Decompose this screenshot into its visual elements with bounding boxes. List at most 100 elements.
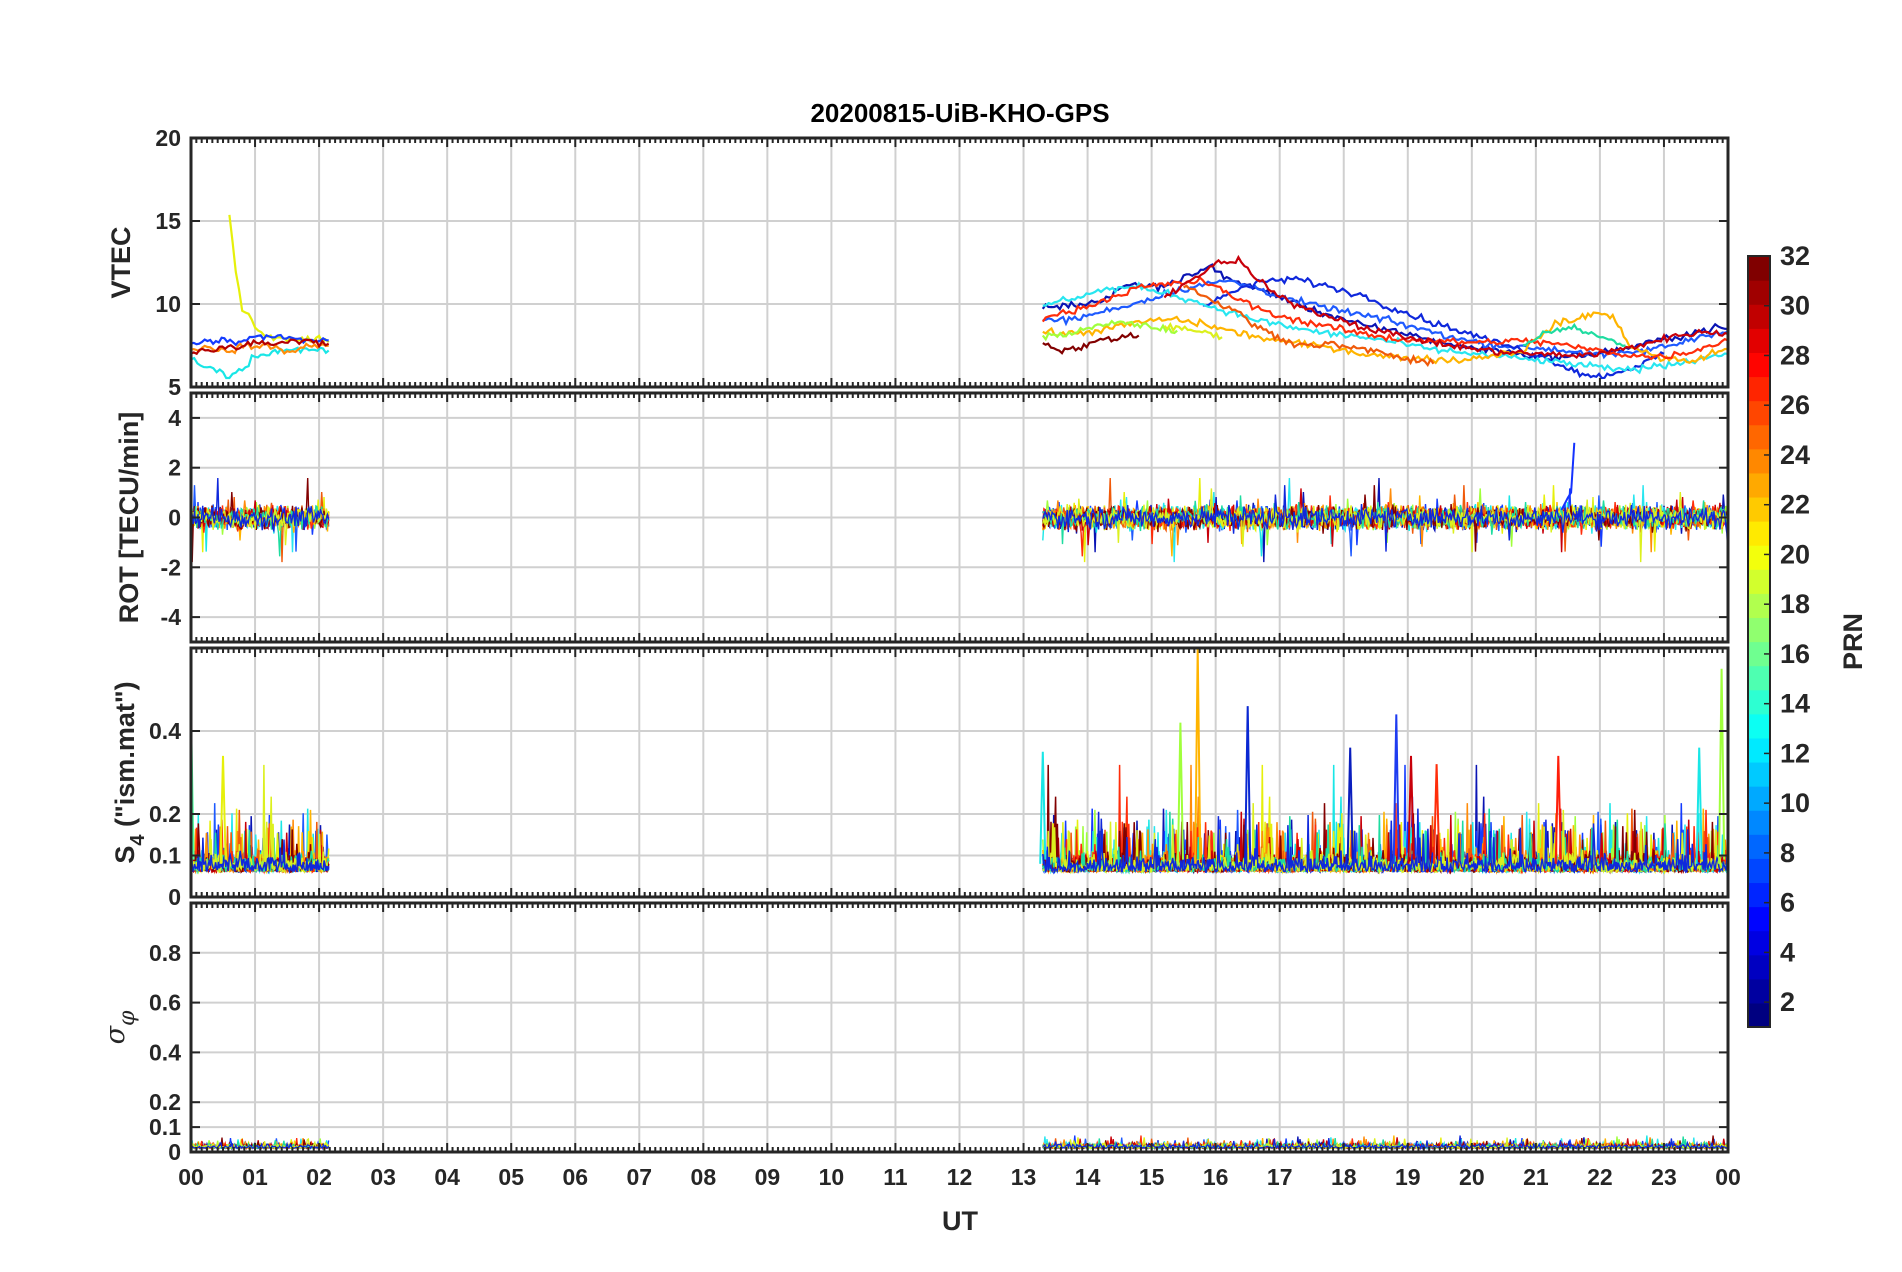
- s4-spike: [1554, 755, 1562, 864]
- colorbar-label: PRN: [1838, 613, 1868, 670]
- colorbar-segment: [1748, 545, 1770, 570]
- plot-area-vtec: [191, 214, 1728, 380]
- y-tick-label: 0.8: [149, 940, 181, 966]
- x-tick-label: 20: [1459, 1164, 1485, 1190]
- vtec-line-prn-30: [1163, 254, 1728, 360]
- colorbar-segment: [1748, 352, 1770, 378]
- colorbar-segment: [1748, 328, 1770, 353]
- colorbar-segment: [1748, 280, 1770, 305]
- y-tick-label: 0.2: [149, 1089, 181, 1115]
- y-tick-label: 0.1: [149, 1114, 181, 1140]
- vtec-line-prn-26: [1183, 284, 1435, 368]
- y-axis-label-rot: ROT [TECU/min]: [114, 412, 144, 623]
- y-tick-label: 0: [168, 884, 181, 910]
- x-tick-label: 04: [434, 1164, 460, 1190]
- plot-area-s4: [191, 648, 1728, 875]
- rot-noise-trace: [1042, 485, 1728, 557]
- vtec-line-prn-28: [1041, 275, 1728, 361]
- colorbar-segment: [1748, 376, 1770, 402]
- panel-rot: -4 -2 0 2 4 ROT [TECU/min]: [114, 391, 1730, 644]
- x-tick-label: 05: [498, 1164, 524, 1190]
- y-tick-label: 5: [168, 374, 181, 400]
- colorbar-segment: [1748, 569, 1770, 594]
- colorbar-segment: [1748, 810, 1770, 835]
- x-tick-label: 19: [1395, 1164, 1421, 1190]
- vtec-line-prn-19: [1163, 322, 1223, 341]
- panel-s4: 00.10.20.4S4 ("ism.mat"): [110, 646, 1730, 910]
- x-ticks-sigma: [190, 903, 1729, 1152]
- colorbar-tick-label: 24: [1780, 440, 1810, 470]
- colorbar-segment: [1748, 882, 1770, 908]
- colorbar-tick-label: 12: [1780, 738, 1810, 768]
- colorbar-segment: [1748, 400, 1770, 426]
- colorbar-tick-label: 16: [1780, 639, 1810, 669]
- colorbar-segment: [1748, 761, 1770, 787]
- s4-spike: [1244, 706, 1252, 864]
- chart-title: 20200815-UiB-KHO-GPS: [810, 98, 1109, 128]
- colorbar-segment: [1748, 1002, 1770, 1028]
- sigma-noise-trace: [191, 1141, 330, 1150]
- colorbar-segment: [1748, 641, 1770, 667]
- y-tick-label: -4: [161, 604, 182, 630]
- y-tick-label: 0.4: [149, 718, 181, 744]
- y-tick-label: 0.4: [149, 1039, 181, 1065]
- s4-spike: [1176, 722, 1184, 864]
- colorbar-segment: [1748, 689, 1770, 715]
- rot-spike-prn-5: [1560, 442, 1576, 511]
- s4-spike: [1718, 668, 1726, 864]
- colorbar-segment: [1748, 304, 1770, 329]
- s4-spike: [1433, 764, 1441, 864]
- colorbar-segment: [1748, 496, 1770, 522]
- colorbar-tick-label: 26: [1780, 390, 1810, 420]
- colorbar-segment: [1748, 954, 1770, 980]
- y-axis-label-part: φ: [115, 1010, 140, 1026]
- plot-area-rot: [191, 442, 1728, 563]
- x-tick-label: 10: [819, 1164, 845, 1190]
- y-axis-label-sigma: σφ: [100, 1010, 140, 1044]
- colorbar-segment: [1748, 978, 1770, 1004]
- s4-spike: [191, 714, 195, 860]
- s4-spike: [1392, 714, 1400, 864]
- y-tick-label: 2: [168, 455, 181, 481]
- colorbar-tick-label: 28: [1780, 340, 1810, 370]
- s4-spike: [1039, 751, 1047, 864]
- colorbar-tick-label: 22: [1780, 490, 1810, 520]
- vtec-line-prn-13: [191, 346, 330, 380]
- colorbar-tick-label: 6: [1780, 888, 1795, 918]
- s4-spike: [1407, 755, 1415, 864]
- y-tick-label: 0.6: [149, 990, 181, 1016]
- vtec-line-prn-15: [1523, 322, 1626, 348]
- y-axis-label-part: σ: [100, 1024, 131, 1044]
- s4-spike: [1194, 648, 1202, 864]
- colorbar-tick-label: 32: [1780, 241, 1810, 271]
- y-axis-label-s4: S4 ("ism.mat"): [110, 681, 149, 863]
- colorbar-tick-label: 18: [1780, 589, 1810, 619]
- colorbar-tick-label: 20: [1780, 539, 1810, 569]
- s4-spike: [1346, 747, 1354, 864]
- y-tick-label: 10: [155, 291, 181, 317]
- x-tick-label: 14: [1075, 1164, 1101, 1190]
- x-tick-label: 12: [947, 1164, 973, 1190]
- vtec-line-prn-31: [191, 338, 330, 356]
- vtec-line-prn-12: [1042, 281, 1728, 375]
- x-ticks-s4: [190, 648, 1729, 897]
- x-tick-label: 00: [1715, 1164, 1741, 1190]
- colorbar-segment: [1748, 256, 1770, 281]
- x-tick-label: 15: [1139, 1164, 1165, 1190]
- x-ticks-rot: [190, 393, 1729, 642]
- colorbar-segment: [1748, 593, 1770, 619]
- s4-noise-trace: [191, 837, 330, 875]
- colorbar-segment: [1748, 472, 1770, 498]
- x-tick-label: 16: [1203, 1164, 1229, 1190]
- y-tick-label: 0.1: [149, 843, 181, 869]
- colorbar-segment: [1748, 834, 1770, 859]
- x-axis-label: UT: [942, 1206, 978, 1236]
- colorbar-tick-label: 10: [1780, 788, 1810, 818]
- grid-sigma: [191, 903, 1728, 1152]
- s4-spike: [219, 755, 227, 864]
- y-tick-label: 20: [155, 125, 181, 151]
- colorbar-segment: [1748, 521, 1770, 546]
- colorbar-tick-label: 8: [1780, 838, 1795, 868]
- x-tick-label: 00: [178, 1164, 204, 1190]
